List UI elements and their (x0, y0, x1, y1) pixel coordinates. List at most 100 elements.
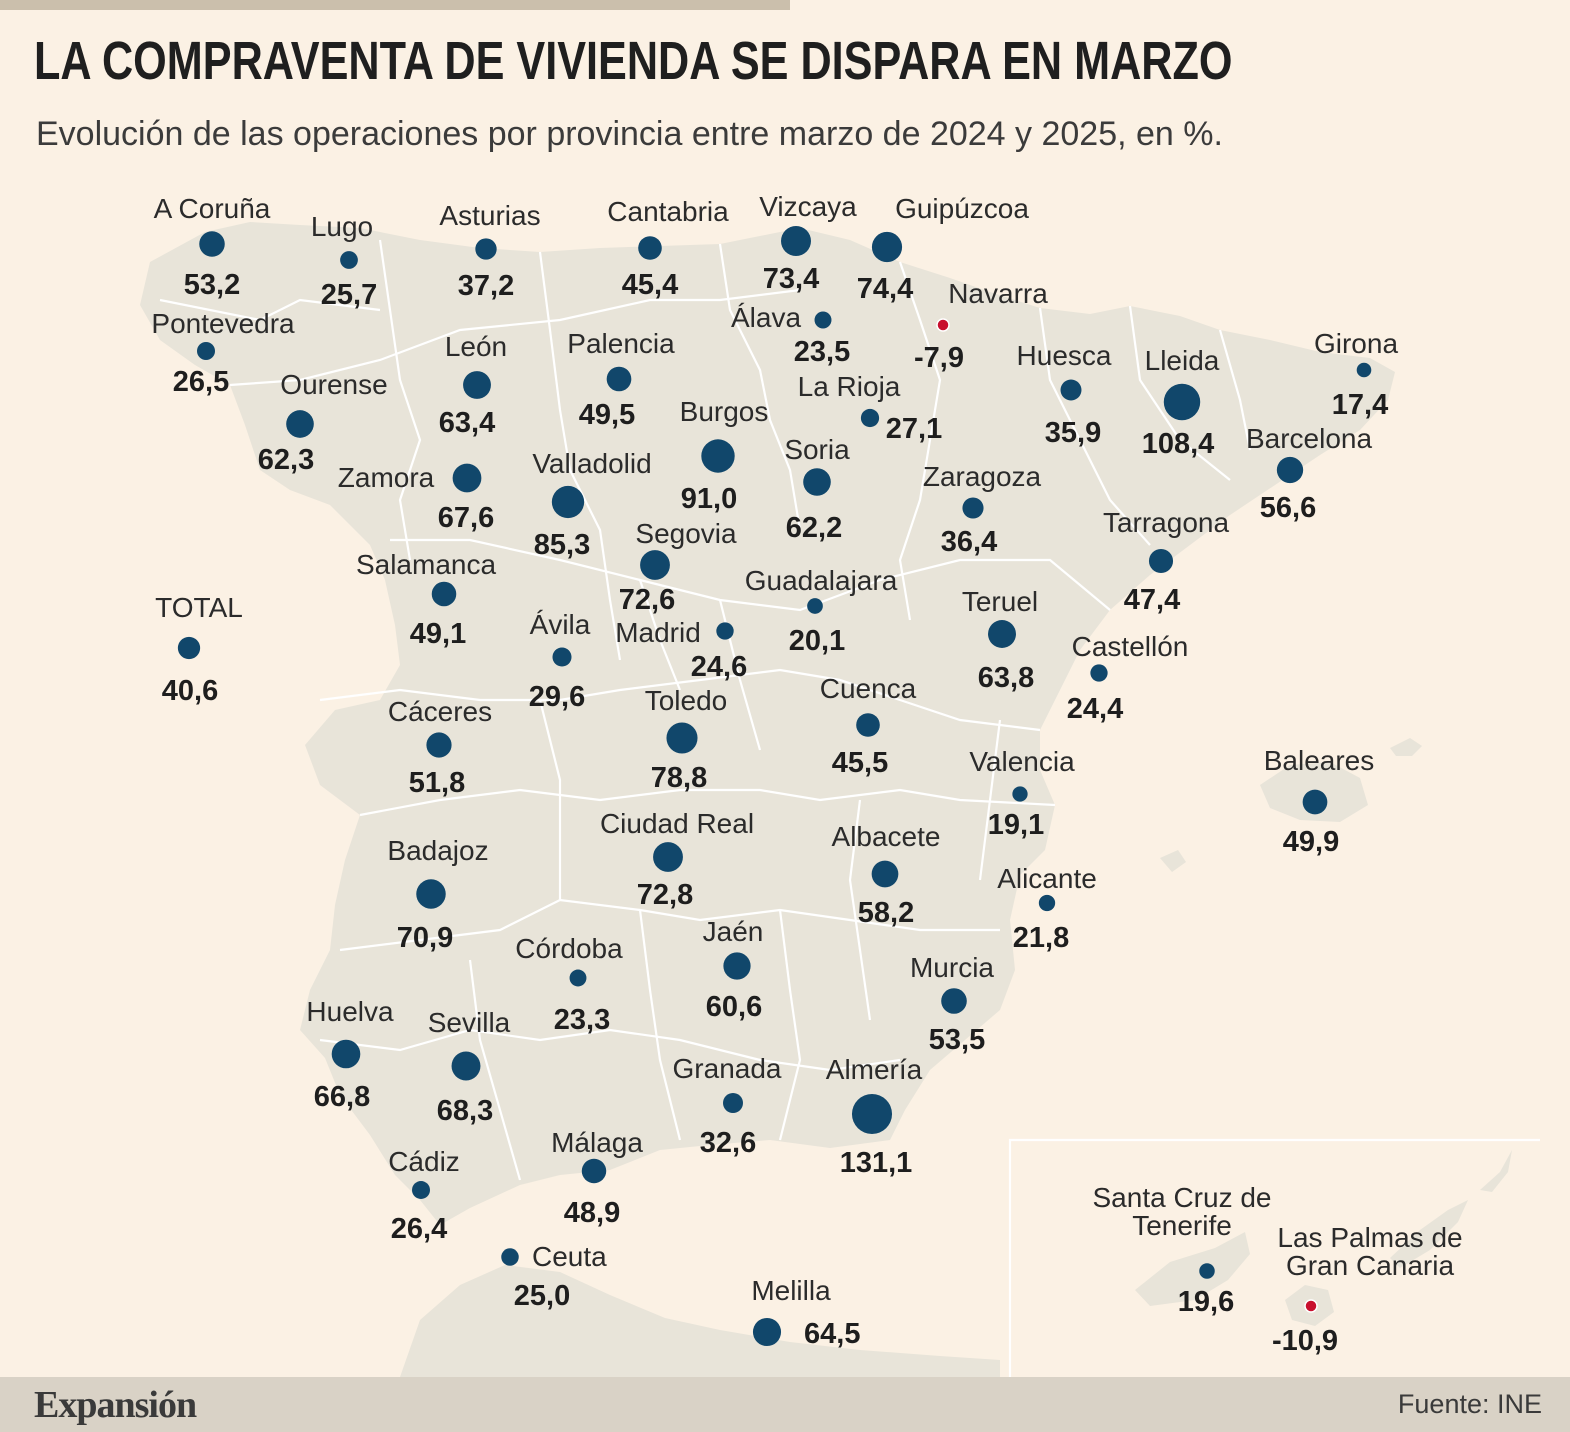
province-markers: A Coruña 53,2 Lugo 25,7 Asturias 37,2 Cantabri… (151, 191, 1462, 1357)
marker-badajoz (416, 879, 446, 909)
province-tarragona: Tarragona 47,4 (1103, 507, 1230, 616)
top-accent-bar (0, 0, 790, 10)
spain-province-map: A Coruña 53,2 Lugo 25,7 Asturias 37,2 Cantabri… (140, 191, 1540, 1377)
value-vizcaya: 73,4 (763, 263, 819, 295)
value-pontevedra: 26,5 (173, 366, 229, 398)
label-caceres: Cáceres (388, 696, 492, 727)
label-santa-cruz-de-tenerife: Santa Cruz de Tenerife (1093, 1182, 1272, 1241)
province-ceuta: Ceuta 25,0 (501, 1241, 607, 1312)
marker-lugo (340, 251, 358, 269)
marker-malaga (581, 1158, 607, 1184)
marker-alava (814, 311, 832, 329)
province-huelva: Huelva 66,8 (306, 996, 394, 1113)
label-barcelona: Barcelona (1246, 423, 1373, 454)
marker-la-rioja (860, 408, 880, 428)
province-lugo: Lugo 25,7 (311, 211, 377, 311)
value-toledo: 78,8 (651, 762, 707, 794)
label-soria: Soria (784, 434, 850, 465)
province-albacete: Albacete 58,2 (832, 821, 941, 929)
label-ourense: Ourense (280, 369, 387, 400)
label-melilla: Melilla (751, 1275, 831, 1306)
marker-toledo (666, 722, 698, 754)
marker-granada (723, 1093, 743, 1113)
label-la-rioja: La Rioja (798, 371, 901, 402)
marker-segovia (640, 550, 670, 580)
marker-tarragona (1148, 548, 1174, 574)
label-pontevedra: Pontevedra (151, 308, 295, 339)
value-ceuta: 25,0 (514, 1280, 570, 1312)
marker-a-coruna (199, 231, 225, 257)
province-cordoba: Córdoba 23,3 (515, 933, 623, 1036)
province-badajoz: Badajoz 70,9 (387, 835, 488, 954)
value-navarra: -7,9 (914, 342, 964, 374)
marker-murcia (941, 988, 967, 1014)
label-cuenca: Cuenca (820, 673, 917, 704)
value-tarragona: 47,4 (1124, 584, 1180, 616)
province-cuenca: Cuenca 45,5 (820, 673, 917, 779)
marker-pontevedra (196, 341, 216, 361)
marker-madrid (716, 622, 734, 640)
label-lugo: Lugo (311, 211, 373, 242)
marker-barcelona (1276, 456, 1304, 484)
marker-soria (803, 468, 831, 496)
marker-guipuzcoa (871, 231, 903, 263)
value-alava: 23,5 (794, 336, 850, 368)
province-a-coruna: A Coruña 53,2 (154, 193, 271, 301)
label-cordoba: Córdoba (515, 933, 623, 964)
value-leon: 63,4 (439, 407, 495, 439)
marker-valladolid (551, 485, 585, 519)
province-granada: Granada 32,6 (673, 1053, 782, 1159)
value-madrid: 24,6 (691, 651, 747, 683)
province-ciudad-real: Ciudad Real 72,8 (600, 808, 754, 911)
value-huesca: 35,9 (1045, 417, 1101, 449)
label-granada: Granada (673, 1053, 782, 1084)
label-albacete: Albacete (832, 821, 941, 852)
label-total: TOTAL (155, 592, 243, 623)
marker-sevilla (451, 1051, 481, 1081)
africa-coast-shape (400, 1265, 1000, 1377)
value-barcelona: 56,6 (1260, 492, 1316, 524)
label-zamora: Zamora (338, 462, 435, 493)
label-cantabria: Cantabria (607, 196, 729, 227)
label-teruel: Teruel (962, 586, 1038, 617)
label-baleares: Baleares (1264, 745, 1375, 776)
label-guipuzcoa: Guipúzcoa (895, 193, 1029, 224)
label-alicante: Alicante (997, 863, 1097, 894)
value-lleida: 108,4 (1142, 428, 1215, 460)
value-murcia: 53,5 (929, 1024, 985, 1056)
province-almeria: Almería 131,1 (826, 1054, 923, 1179)
brand-logo: Expansión (34, 1384, 197, 1426)
province-girona: Girona 17,4 (1314, 328, 1398, 421)
label-sevilla: Sevilla (428, 1007, 511, 1038)
label-a-coruna: A Coruña (154, 193, 271, 224)
label-ceuta: Ceuta (532, 1241, 607, 1272)
label-vizcaya: Vizcaya (759, 191, 857, 222)
value-valencia: 19,1 (988, 809, 1044, 841)
label-segovia: Segovia (635, 518, 737, 549)
marker-salamanca (431, 581, 457, 607)
province-vizcaya: Vizcaya 73,4 (759, 191, 857, 295)
province-santa-cruz-de-tenerife: Santa Cruz de Tenerife 19,6 (1093, 1182, 1272, 1318)
marker-asturias (475, 238, 497, 260)
value-granada: 32,6 (700, 1127, 756, 1159)
value-zamora: 67,6 (438, 502, 494, 534)
label-madrid: Madrid (615, 617, 701, 648)
province-asturias: Asturias 37,2 (439, 200, 540, 302)
label-almeria: Almería (826, 1054, 923, 1085)
marker-cuenca (856, 713, 880, 737)
marker-las-palmas-de-gran-canaria (1304, 1299, 1318, 1313)
province-la-rioja: La Rioja 27,1 (798, 371, 943, 445)
value-salamanca: 49,1 (410, 618, 466, 650)
marker-burgos (701, 439, 735, 473)
value-badajoz: 70,9 (397, 922, 453, 954)
province-avila: Ávila 29,6 (529, 609, 591, 713)
marker-almeria (851, 1093, 893, 1135)
label-murcia: Murcia (910, 952, 994, 983)
value-cantabria: 45,4 (622, 269, 678, 301)
province-cantabria: Cantabria 45,4 (607, 196, 729, 301)
label-badajoz: Badajoz (387, 835, 488, 866)
value-segovia: 72,6 (619, 584, 675, 616)
source-note: Fuente: INE (1397, 1389, 1542, 1419)
label-valladolid: Valladolid (532, 448, 651, 479)
